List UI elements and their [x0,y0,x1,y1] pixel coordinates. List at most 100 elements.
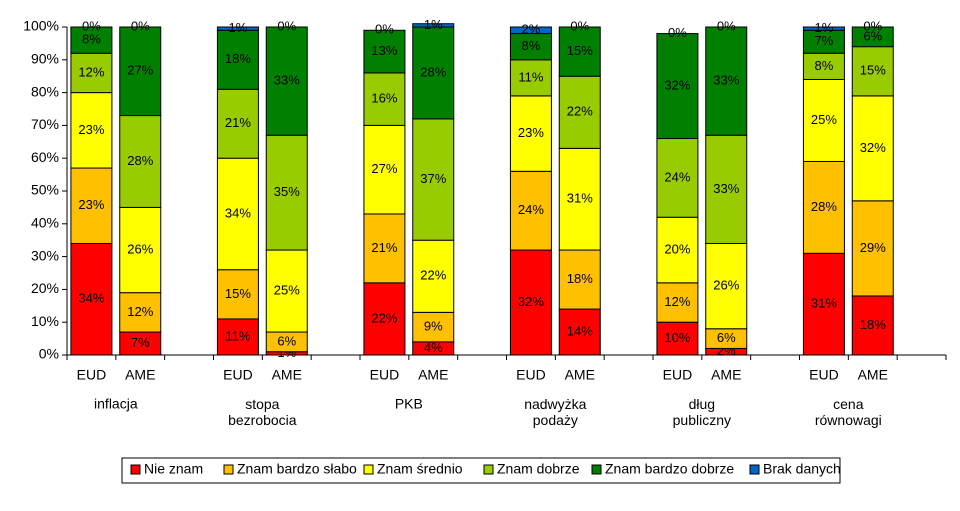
bar-segment [802,160,845,254]
bar-segment [802,78,845,162]
bar-segment [656,138,699,218]
bar-segment [656,33,699,140]
value-label: 32% [518,294,544,309]
value-label: 22% [371,310,397,325]
value-label: 32% [860,140,886,155]
bar-segment [509,95,552,172]
value-label: 0% [668,25,687,40]
value-label: 26% [713,278,739,293]
value-label: 23% [518,125,544,140]
bar-segment [509,170,552,251]
bar-segment [851,200,894,297]
value-label: 18% [567,271,593,286]
value-label: 8% [522,38,541,53]
value-label: 6% [277,333,296,348]
value-label: 15% [860,63,886,78]
bar-segment [509,26,552,35]
value-label: 34% [225,205,251,220]
bar-segment [509,249,552,356]
value-label: 8% [815,58,834,73]
group-label-line: stopa [245,396,279,412]
bar-segment [363,282,406,356]
value-label: 20% [664,241,690,256]
y-tick-label: 90% [31,51,59,67]
value-label: 29% [860,240,886,255]
x-tick-label: AME [125,367,155,383]
value-label: 35% [274,184,300,199]
value-label: 33% [713,73,739,88]
bar-segment [412,23,455,28]
bar-segment [802,26,845,31]
bar-segment [851,46,894,97]
bar-segment [412,26,455,120]
group-label-line: dług [689,396,715,412]
value-label: 22% [567,104,593,119]
value-label: 31% [567,191,593,206]
bar-segment [656,321,699,356]
y-tick-label: 70% [31,116,59,132]
bar-segment [705,26,748,136]
y-tick-label: 0% [39,346,59,362]
bar-segment [119,26,162,117]
group-label-line: cena [833,396,864,412]
value-label: 18% [225,51,251,66]
value-label: 9% [424,319,443,334]
bar-segment [70,26,113,54]
legend-label: Znam dobrze [497,461,580,477]
group-label: nadwyżka podaży [524,396,586,428]
value-label: 12% [78,64,104,79]
legend-swatch [483,464,494,475]
value-label: 33% [713,181,739,196]
bar-segment [558,75,601,149]
group-label: stopa bezrobocia [228,396,297,428]
bar-segment [216,269,259,320]
bar-segment [70,92,113,169]
x-tick-label: EUD [663,367,693,383]
value-label: 23% [78,197,104,212]
value-label: 16% [371,91,397,106]
value-label: 14% [567,323,593,338]
value-label: 0% [131,18,150,33]
group-label-line: nadwyżka [524,396,586,412]
x-tick-label: AME [565,367,595,383]
legend-swatch [749,464,760,475]
x-tick-label: AME [858,367,888,383]
bar-segment [705,134,748,244]
bar-segment [558,308,601,356]
bar-segment [363,124,406,215]
value-label: 0% [863,18,882,33]
value-label: 28% [811,199,837,214]
value-label: 28% [420,64,446,79]
bar-segment [851,95,894,202]
group-label-line: bezrobocia [228,412,297,428]
value-label: 2% [522,22,541,37]
bar-segment [216,88,259,159]
bar-segment [558,26,601,77]
group-label-line: podaży [533,412,578,428]
value-label: 24% [664,169,690,184]
value-label: 15% [225,286,251,301]
bar-segment [656,216,699,284]
value-label: 28% [127,153,153,168]
y-tick-label: 100% [23,18,59,34]
group-label-line: równowagi [815,412,882,428]
value-label: 21% [371,240,397,255]
value-label: 0% [277,18,296,33]
value-label: 10% [664,330,690,345]
value-label: 7% [815,33,834,48]
value-label: 24% [518,202,544,217]
y-tick-label: 80% [31,83,59,99]
bar-segment [412,311,455,343]
value-label: 31% [811,296,837,311]
bar-segment [851,26,894,48]
bar-segment [119,206,162,294]
group-label: PKB [395,396,423,412]
value-label: 11% [225,328,250,343]
bar-segment [119,115,162,208]
value-label: 4% [424,340,443,355]
value-label: 25% [274,282,300,297]
y-tick-label: 60% [31,149,59,165]
value-label: 13% [371,43,397,58]
value-label: 1% [424,17,443,32]
legend-swatch [591,464,602,475]
